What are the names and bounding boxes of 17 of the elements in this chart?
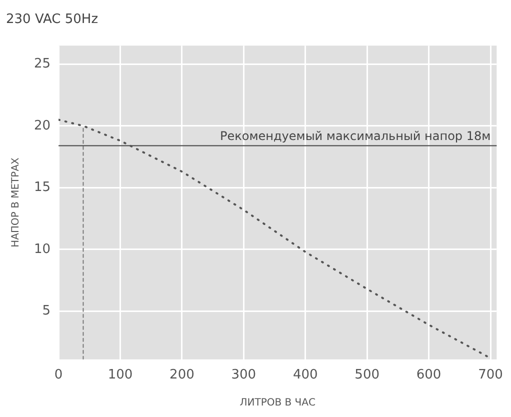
y-tick-label: 5 [42,304,51,319]
x-tick-label: 300 [231,368,256,383]
y-axis-title: НАПОР В МЕТРАХ [10,157,22,248]
y-tick-label: 25 [34,56,51,72]
x-tick-label: 0 [54,368,63,383]
x-tick-label: 500 [354,368,380,383]
x-tick-label: 400 [292,368,318,383]
x-tick-label: 600 [416,368,442,383]
y-tick-label: 20 [34,118,51,134]
y-tick-label: 15 [34,180,51,196]
y-tick-label: 10 [34,242,51,257]
x-tick-label: 700 [478,368,503,383]
x-tick-label: 200 [170,368,194,383]
chart-title: 230 VAC 50Hz [6,12,98,28]
x-tick-label: 100 [108,368,133,383]
x-axis-title: ЛИТРОВ В ЧАС [240,398,316,409]
ref-line-label: Рекомендуемый максимальный напор 18м [220,128,491,143]
